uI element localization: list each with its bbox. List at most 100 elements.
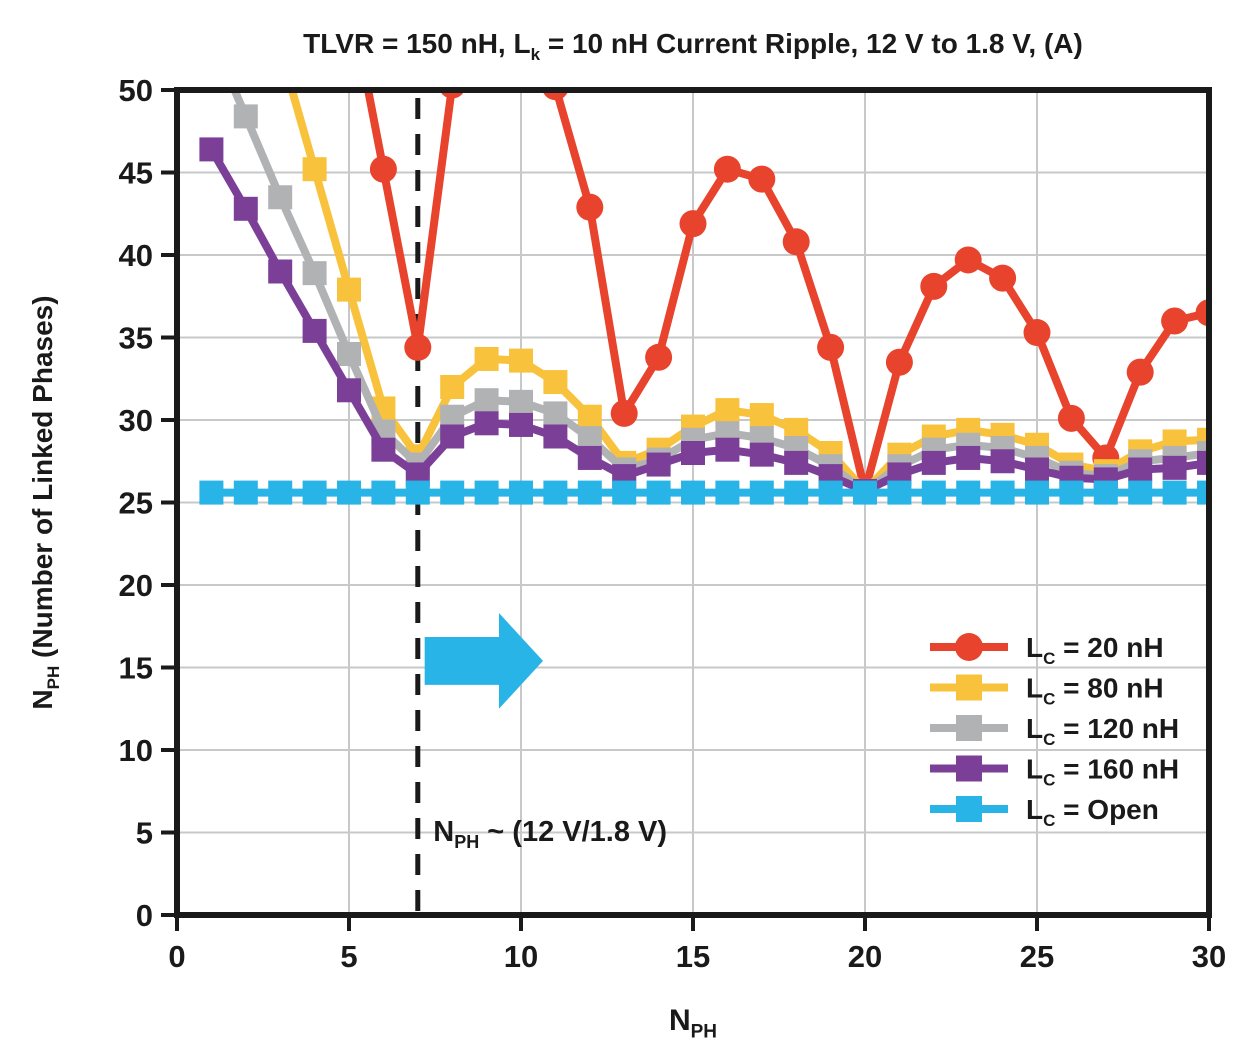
data-point [990,449,1015,474]
data-point [1059,480,1084,505]
x-tick-label: 30 [1192,939,1226,974]
legend-item-lc-open: LC = Open [930,794,1159,830]
data-point [713,155,741,183]
data-point [921,480,946,505]
data-point [645,343,673,371]
legend-label: LC = 20 nH [1026,632,1164,668]
data-point [989,264,1017,292]
data-point [990,480,1015,505]
data-point [302,157,327,182]
data-point [577,480,602,505]
data-point [646,480,671,505]
data-point [885,348,913,376]
legend-marker-square-icon [956,755,982,782]
data-point [921,450,946,475]
data-point [404,333,432,361]
data-point [749,442,774,467]
data-point [784,480,809,505]
legend-label: LC = 160 nH [1026,754,1179,790]
data-point [543,480,568,505]
legend-item-lc-160-nh: LC = 160 nH [930,754,1179,790]
data-point [268,185,293,210]
data-point [610,399,638,427]
legend-marker-square-icon [956,715,982,741]
data-point [268,37,292,61]
data-point [474,480,499,505]
data-point [1025,480,1049,505]
data-point [954,246,982,274]
data-point [1126,358,1154,386]
data-point [887,480,912,505]
data-point [371,437,396,462]
data-point [1162,480,1187,505]
data-point [612,480,637,505]
x-tick-label: 5 [340,939,357,974]
data-point [1128,457,1153,482]
x-tick-label: 20 [848,939,882,974]
data-point [440,480,465,505]
data-point [715,398,740,423]
data-point [473,0,500,13]
legend-marker-circle-icon [955,633,983,661]
legend-label: LC = 80 nH [1026,673,1164,709]
data-point [199,24,223,48]
data-point [646,452,671,477]
x-tick-label: 10 [504,939,538,974]
y-tick-label: 5 [136,816,153,851]
data-point [233,104,258,129]
data-point [369,155,397,183]
data-point [818,480,843,505]
data-point [817,333,845,361]
x-tick-label: 0 [168,939,185,974]
plot-frame [174,87,1212,918]
data-point [1093,480,1118,505]
data-point [749,403,774,428]
legend-item-lc-120-nh: LC = 120 nH [930,713,1179,749]
data-point [748,165,776,193]
axes: 0 5 10 15 20 25 30 0 5 10 15 20 25 30 35 40 45 50 [119,73,1227,974]
data-point [474,411,499,436]
data-point [199,480,224,505]
data-point [577,404,602,429]
legend-marker-square-icon [956,674,982,701]
data-point [679,210,707,238]
data-point [1057,404,1085,432]
data-point [956,480,981,505]
data-point [509,412,533,437]
data-point [543,401,568,426]
data-point [371,480,396,505]
data-point [541,88,569,101]
data-point [715,437,740,462]
x-tick-label: 25 [1020,939,1054,974]
legend-label: LC = Open [1026,794,1159,830]
y-tick-label: 10 [119,733,153,768]
data-point [508,0,535,13]
y-tick-label: 50 [119,73,153,108]
y-tick-label: 40 [119,238,153,273]
data-point [337,342,361,366]
plot-series [199,0,1211,505]
data-point [336,0,363,5]
data-point [268,480,293,505]
data-point [233,196,258,221]
x-axis-label: NPH [669,1004,717,1043]
data-point [784,450,809,475]
data-point [1128,480,1153,505]
legend-item-lc-80-nh: LC = 80 nH [930,673,1164,709]
data-point [268,259,293,284]
data-point [337,378,361,403]
data-point [302,480,327,505]
x-tick-label: 15 [676,939,710,974]
y-tick-label: 20 [119,568,153,603]
data-point [1161,307,1189,335]
y-tick-label: 45 [119,156,153,191]
legend-marker-square-icon [956,796,982,822]
data-point [474,388,499,413]
data-point [337,277,361,302]
data-point [1023,319,1051,347]
data-point [681,441,705,465]
y-axis-label: NPH (Number of Linked Phases) [27,295,63,709]
data-point [509,480,533,505]
